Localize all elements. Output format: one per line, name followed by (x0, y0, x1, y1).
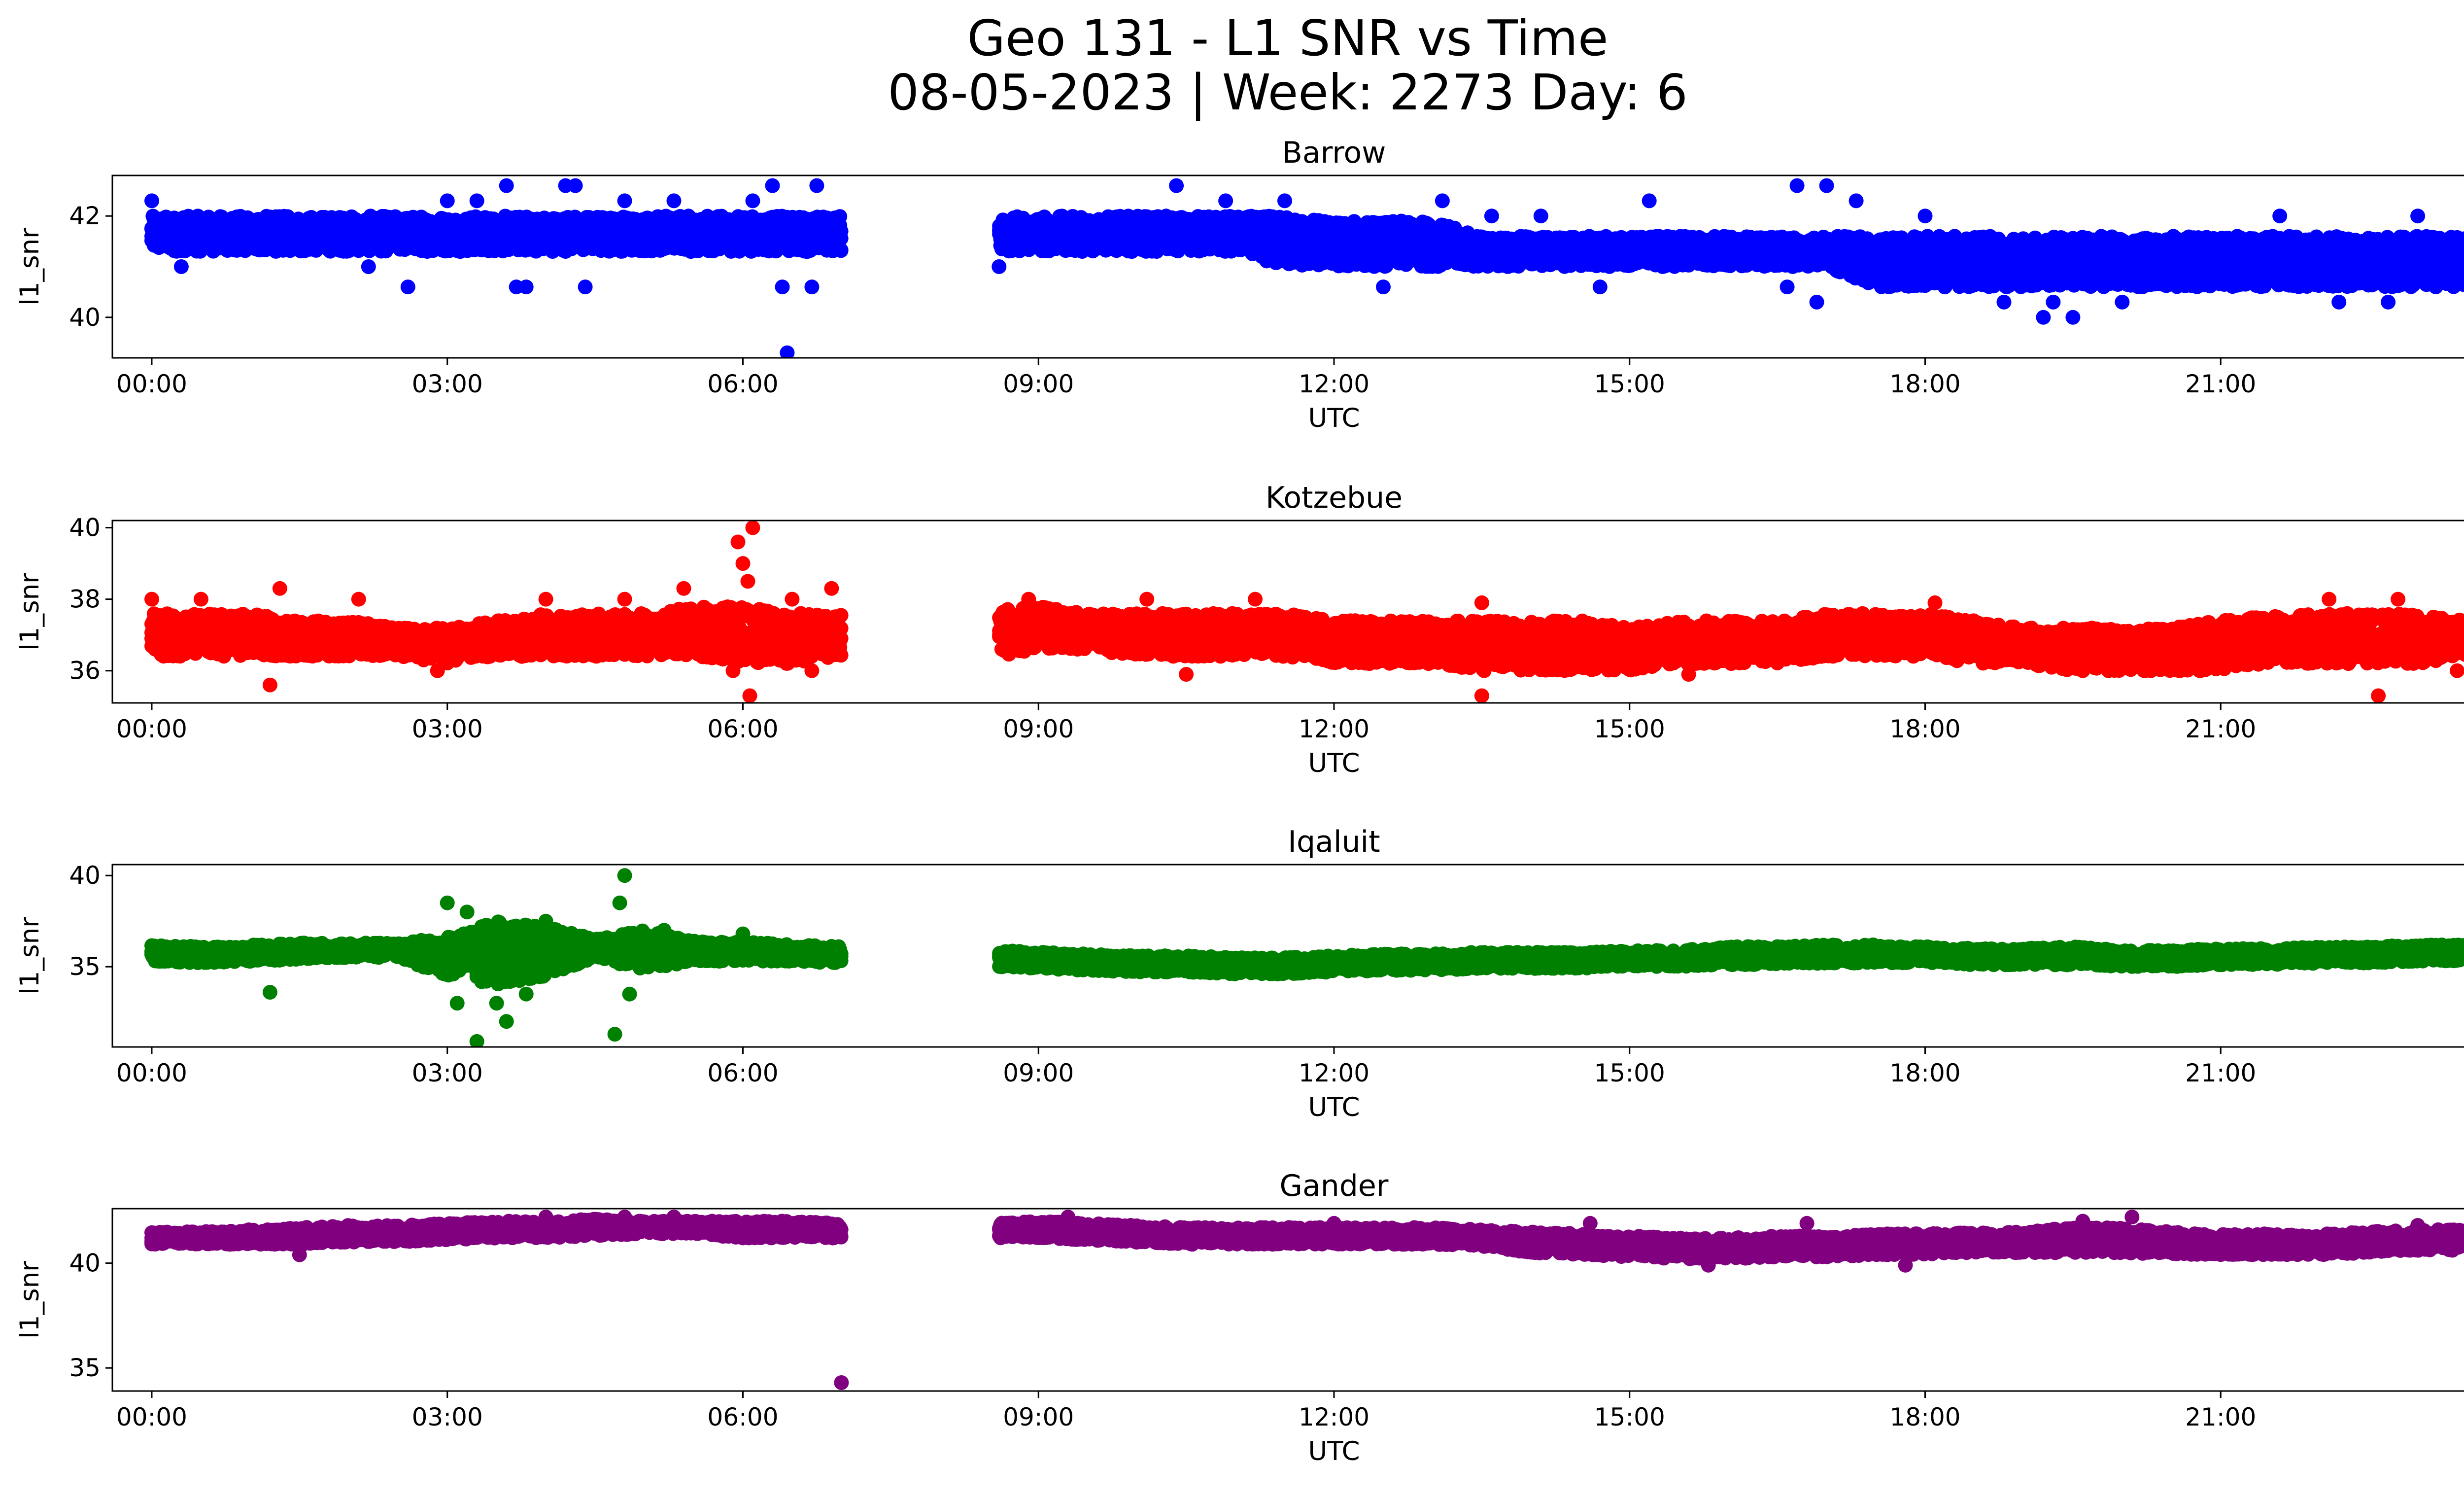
data-point (834, 224, 849, 239)
figure-title-line1: Geo 131 - L1 SNR vs Time (967, 9, 1608, 67)
subplot-title: Barrow (1282, 136, 1386, 170)
data-point (834, 243, 849, 257)
figure-title-line2: 08-05-2023 | Week: 2273 Day: 6 (888, 64, 1687, 121)
